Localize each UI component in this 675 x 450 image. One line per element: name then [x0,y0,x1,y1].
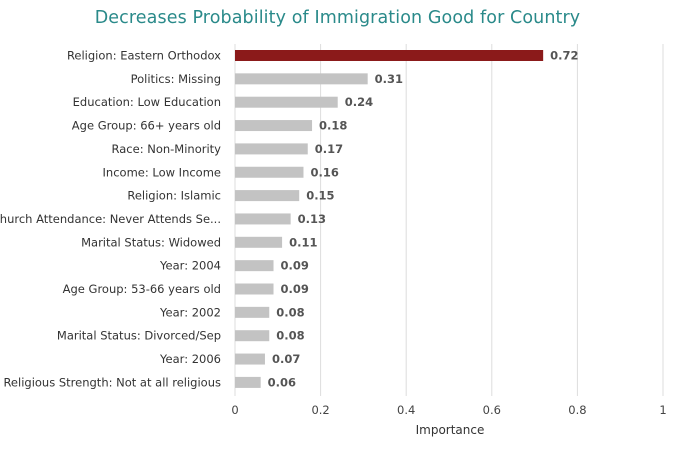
value-label: 0.09 [281,259,309,273]
bar[interactable] [235,330,270,342]
value-label: 0.09 [281,282,309,296]
category-label: Race: Non-Minority [112,142,222,156]
bar[interactable] [235,306,270,318]
value-label: 0.16 [310,165,338,179]
category-label: Church Attendance: Never Attends Se... [0,212,221,226]
bars [235,50,544,388]
x-tick-labels: 0 0.2 0.4 0.6 0.8 1 [231,403,666,417]
bar[interactable] [235,96,338,108]
category-label: Education: Low Education [73,95,221,109]
x-tick-label: 0.8 [568,403,586,417]
value-label: 0.72 [550,49,578,63]
category-label: Religious Strength: Not at all religious [3,375,221,389]
category-label: Politics: Missing [131,72,221,86]
value-label: 0.11 [289,235,317,249]
value-label: 0.18 [319,119,347,133]
category-label: Religion: Islamic [127,189,221,203]
category-labels: Religion: Eastern Orthodox Politics: Miss… [0,49,221,390]
value-label: 0.15 [306,189,334,203]
value-label: 0.24 [345,95,373,109]
bar[interactable] [235,213,291,225]
chart-title: Decreases Probability of Immigration Goo… [94,8,581,28]
bar[interactable] [235,50,544,61]
value-label: 0.31 [375,72,403,86]
bar[interactable] [235,120,313,132]
value-label: 0.13 [298,212,326,226]
x-tick-label: 0 [231,403,238,417]
category-label: Year: 2002 [159,305,221,319]
bar[interactable] [235,143,308,155]
category-label: Age Group: 53-66 years old [63,282,221,296]
bar[interactable] [235,283,274,295]
x-axis-title: Importance [416,423,485,437]
bar[interactable] [235,353,265,365]
value-label: 0.07 [272,352,300,366]
category-label: Year: 2004 [159,259,221,273]
bar[interactable] [235,376,261,388]
value-label: 0.06 [268,375,296,389]
x-tick-label: 0.4 [397,403,415,417]
value-label: 0.08 [276,329,304,343]
category-label: Year: 2006 [159,352,221,366]
value-label: 0.17 [315,142,343,156]
category-label: Marital Status: Widowed [81,235,221,249]
bar[interactable] [235,260,274,272]
category-label: Income: Low Income [103,165,221,179]
category-label: Age Group: 66+ years old [72,119,221,133]
value-labels: 0.72 0.310.24 0.18 0.17 0.16 0.15 0.13 0.11 0.09… [268,49,579,390]
bar[interactable] [235,190,300,202]
bar[interactable] [235,73,368,85]
bar[interactable] [235,236,283,248]
x-tick-label: 0.2 [311,403,329,417]
category-label: Marital Status: Divorced/Sep [57,329,221,343]
category-label: Religion: Eastern Orthodox [67,49,221,63]
x-tick-label: 1 [659,403,666,417]
bar[interactable] [235,166,304,178]
x-tick-label: 0.6 [483,403,501,417]
value-label: 0.08 [276,305,304,319]
